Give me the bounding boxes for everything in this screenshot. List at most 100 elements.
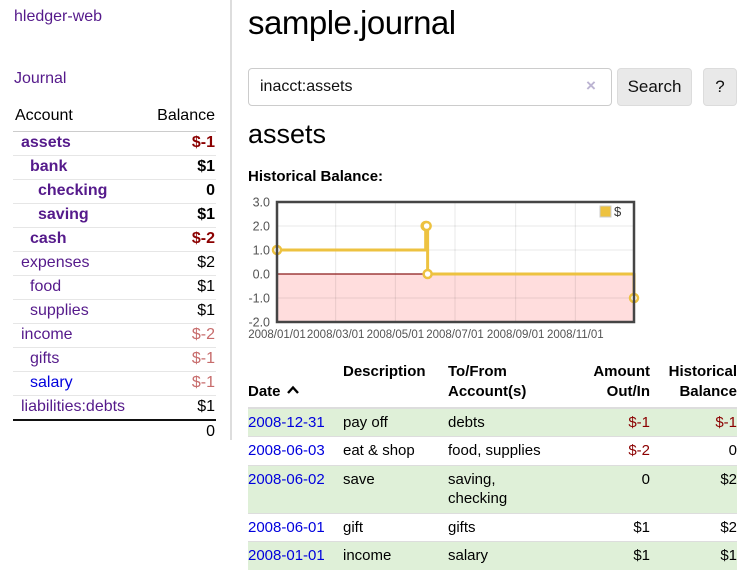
register-accounts-cell: food, supplies [448, 436, 560, 465]
help-button[interactable]: ? [703, 68, 737, 106]
account-row: salary $-1 [13, 371, 216, 396]
sidebar-account-link[interactable]: supplies [30, 302, 89, 319]
register-amount-cell: $-2 [560, 436, 650, 465]
sidebar-account-link[interactable]: income [21, 326, 73, 343]
register-header-accounts: To/From Account(s) [448, 358, 560, 409]
transaction-date-link[interactable]: 2008-06-01 [248, 518, 325, 536]
accounts-total-value: 0 [144, 419, 216, 444]
account-row: bank $1 [13, 155, 216, 180]
accounts-header-row: Account Balance [13, 103, 216, 132]
sidebar-divider [230, 0, 232, 440]
account-balance: $1 [144, 395, 216, 421]
search-button[interactable]: Search [617, 68, 692, 106]
register-description-cell: save [343, 464, 448, 513]
register-date-cell: 2008-06-03 [248, 436, 343, 465]
register-accounts-cell: gifts [448, 512, 560, 542]
register-row: 2008-06-01 gift gifts $1 $2 [248, 512, 737, 542]
date-header-label: Date [248, 383, 281, 401]
account-balance: $1 [144, 155, 216, 180]
account-row: food $1 [13, 275, 216, 300]
accounts-header-account: Account [13, 103, 145, 132]
sort-ascending-icon [286, 385, 299, 395]
register-row: 2008-06-02 save saving, checking 0 $2 [248, 464, 737, 513]
account-balance: $-1 [144, 347, 216, 372]
svg-text:2008/11/01: 2008/11/01 [547, 329, 604, 341]
account-balance: $1 [144, 275, 216, 300]
svg-text:$: $ [614, 204, 622, 219]
register-amount-cell: $1 [560, 512, 650, 542]
register-description-cell: gift [343, 512, 448, 542]
register-accounts-cell: saving, checking [448, 464, 560, 513]
account-balance: $1 [144, 203, 216, 228]
account-row: checking 0 [13, 179, 216, 204]
register-row: 2008-01-01 income salary $1 $1 [248, 541, 737, 570]
transaction-date-link[interactable]: 2008-12-31 [248, 413, 325, 431]
page-title: sample.journal [248, 4, 456, 41]
sidebar-account-link[interactable]: bank [30, 158, 68, 175]
register-amount-cell: $-1 [560, 407, 650, 437]
register-amount-cell: 0 [560, 464, 650, 513]
sidebar-account-link[interactable]: expenses [21, 254, 90, 271]
register-balance-cell: $2 [650, 464, 737, 513]
sidebar-account-link[interactable]: cash [30, 230, 67, 247]
svg-text:2008/09/01: 2008/09/01 [487, 329, 545, 341]
accounts-total-spacer [13, 419, 145, 444]
register-row: 2008-06-03 eat & shop food, supplies $-2 0 [248, 436, 737, 465]
account-balance: $-2 [144, 323, 216, 348]
account-balance: $-1 [144, 131, 216, 156]
register-header-amount: Amount Out/In [560, 358, 650, 409]
sidebar-account-link[interactable]: food [30, 278, 62, 295]
svg-text:2008/03/01: 2008/03/01 [307, 329, 365, 341]
register-date-cell: 2008-01-01 [248, 541, 343, 570]
sidebar-account-link[interactable]: salary [30, 374, 73, 391]
svg-text:-1.0: -1.0 [248, 292, 270, 306]
register-balance-cell: $-1 [650, 407, 737, 437]
account-row: expenses $2 [13, 251, 216, 276]
search-input[interactable] [248, 68, 612, 106]
account-row: assets $-1 [13, 131, 216, 156]
sidebar-account-link[interactable]: assets [21, 134, 71, 151]
register-balance-cell: 0 [650, 436, 737, 465]
svg-text:0.0: 0.0 [253, 268, 270, 282]
register-header-date[interactable]: Date [248, 358, 343, 409]
account-balance: $-2 [144, 227, 216, 252]
svg-text:2008/07/01: 2008/07/01 [426, 329, 484, 341]
accounts-header-balance: Balance [144, 103, 216, 132]
sidebar-account-link[interactable]: gifts [30, 350, 60, 367]
register-accounts-cell: salary [448, 541, 560, 570]
account-row: supplies $1 [13, 299, 216, 324]
register-accounts-cell: debts [448, 407, 560, 437]
sidebar-account-link[interactable]: liabilities:debts [21, 398, 126, 415]
clear-search-icon[interactable]: × [586, 76, 596, 95]
sidebar-account-link[interactable]: checking [38, 182, 108, 199]
account-balance: $2 [144, 251, 216, 276]
sidebar-item-journal[interactable]: Journal [14, 70, 67, 87]
sidebar-account-link[interactable]: saving [38, 206, 89, 223]
chart-heading: Historical Balance: [248, 168, 384, 185]
register-table: Date Description To/From Account(s) Amou… [248, 358, 737, 570]
account-balance: $-1 [144, 371, 216, 396]
transaction-date-link[interactable]: 2008-06-02 [248, 470, 325, 488]
accounts-total-row: 0 [13, 419, 216, 444]
transaction-date-link[interactable]: 2008-06-03 [248, 442, 325, 459]
register-balance-cell: $2 [650, 512, 737, 542]
register-row: 2008-12-31 pay off debts $-1 $-1 [248, 407, 737, 437]
register-description-cell: pay off [343, 407, 448, 437]
historical-balance-chart: 3.0 2.0 1.0 0.0 -1.0 -2.0 2008/01/01 2008/03/01… [244, 196, 644, 344]
account-row: gifts $-1 [13, 347, 216, 372]
transaction-date-link[interactable]: 2008-01-01 [248, 547, 325, 564]
register-header-description: Description [343, 358, 448, 409]
accounts-table: Account Balance assets $-1 bank $1 checking 0… [13, 103, 216, 444]
svg-text:-2.0: -2.0 [248, 316, 270, 330]
account-balance: $1 [144, 299, 216, 324]
register-description-cell: income [343, 541, 448, 570]
register-header-balance: Historical Balance [650, 358, 737, 409]
register-date-cell: 2008-06-01 [248, 512, 343, 542]
account-row: cash $-2 [13, 227, 216, 252]
search-form: × Search ? [248, 68, 737, 106]
svg-text:3.0: 3.0 [253, 196, 270, 210]
app-title-link[interactable]: hledger-web [14, 8, 103, 25]
register-date-cell: 2008-12-31 [248, 407, 343, 437]
register-description-cell: eat & shop [343, 436, 448, 465]
svg-text:2008/05/01: 2008/05/01 [367, 329, 425, 341]
